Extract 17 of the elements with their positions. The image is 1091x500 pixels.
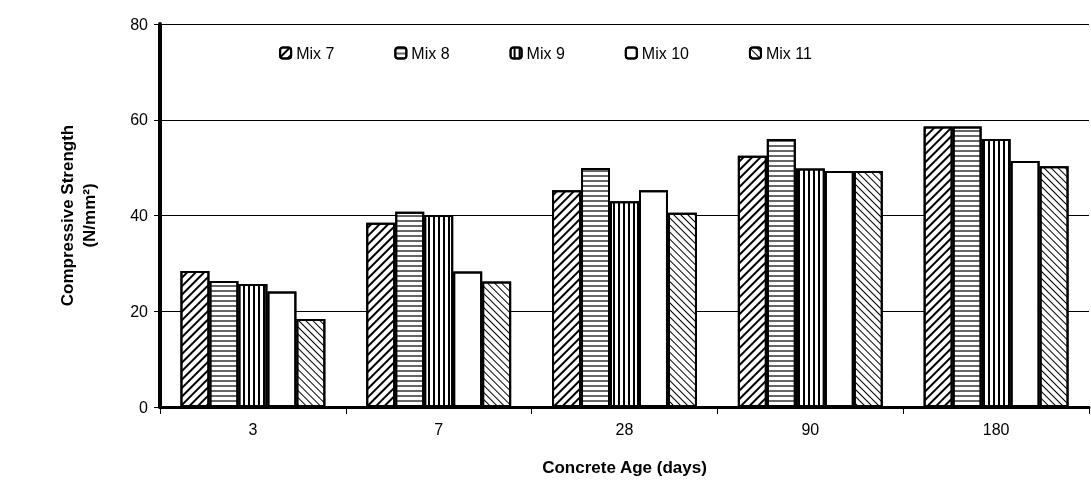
x-tick-label: 180 [982, 420, 1010, 438]
y-tick-label: 20 [130, 302, 149, 320]
y-axis-title: Compressive Strength (N/mm²) [57, 124, 99, 307]
y-tick-label: 60 [130, 111, 149, 129]
x-tick-label: 7 [434, 420, 444, 438]
y-tick-label: 80 [130, 15, 149, 33]
legend-label: Mix 9 [526, 44, 565, 62]
x-tick-label: 90 [801, 420, 820, 438]
legend-label: Mix 11 [765, 44, 812, 62]
legend-label: Mix 8 [411, 44, 450, 62]
x-axis-title: Concrete Age (days) [542, 458, 707, 477]
legend-label: Mix 7 [296, 44, 335, 62]
y-tick-label: 40 [130, 207, 149, 224]
x-tick-label: 3 [248, 420, 258, 438]
y-tick-label: 0 [139, 398, 149, 416]
legend-label: Mix 10 [641, 44, 690, 62]
x-tick-label: 28 [615, 420, 634, 438]
